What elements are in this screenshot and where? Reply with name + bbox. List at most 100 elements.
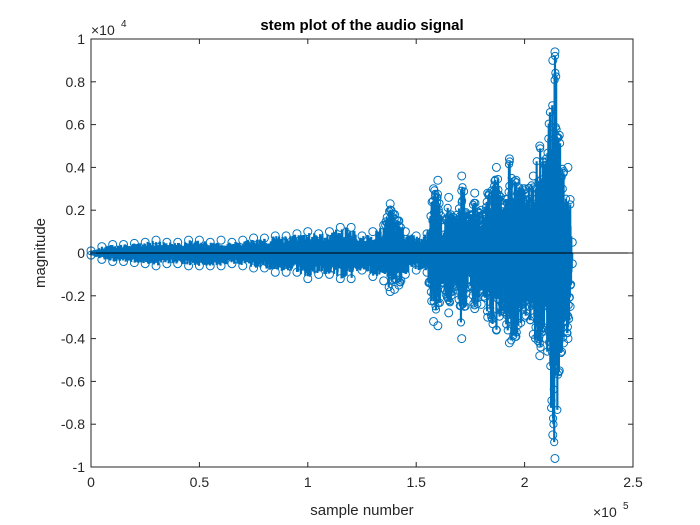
stem-marker xyxy=(563,334,573,344)
stem-marker xyxy=(538,324,547,333)
stem-marker xyxy=(551,68,560,77)
stem-marker xyxy=(119,239,129,249)
stem-marker xyxy=(459,296,468,305)
stem-marker xyxy=(270,231,280,241)
stem-marker xyxy=(500,308,509,317)
stem-marker xyxy=(140,259,150,269)
stem-marker xyxy=(565,293,574,302)
x-tick-label: 1 xyxy=(304,474,312,490)
stem-marker xyxy=(97,242,107,252)
stem-marker xyxy=(385,199,395,209)
stem-marker xyxy=(547,396,556,405)
y-tick-label: 1 xyxy=(77,31,85,47)
stem-marker xyxy=(357,265,367,275)
stem-marker xyxy=(422,267,432,277)
stem-marker xyxy=(548,123,557,132)
stem-marker xyxy=(335,274,345,284)
stem-marker xyxy=(504,187,513,197)
stem-marker xyxy=(566,200,575,209)
stem-marker xyxy=(546,342,555,352)
stems-group xyxy=(89,55,574,443)
stem-marker xyxy=(466,220,475,229)
stem-marker xyxy=(129,258,139,268)
stem-marker xyxy=(457,334,467,344)
stem-marker xyxy=(346,274,356,284)
stem-marker xyxy=(563,162,573,172)
stem-marker xyxy=(475,209,484,218)
stem-marker xyxy=(544,134,553,143)
stem-marker xyxy=(501,212,510,222)
stem-marker xyxy=(162,237,172,247)
stem-marker xyxy=(528,171,538,181)
stem-marker xyxy=(461,302,470,311)
stem-marker xyxy=(481,293,490,302)
stem-marker xyxy=(368,272,378,282)
x-tick-label: 2.5 xyxy=(623,474,643,490)
stem-marker xyxy=(529,300,539,310)
stem-marker xyxy=(357,231,367,241)
stem-marker xyxy=(557,173,566,182)
stem-marker xyxy=(437,222,447,232)
stem-marker xyxy=(470,188,480,198)
stem-marker xyxy=(346,222,356,232)
x-tick-label: 2 xyxy=(521,474,529,490)
stem-marker xyxy=(554,366,564,376)
stem-marker xyxy=(444,192,454,202)
stem-marker xyxy=(548,414,558,423)
y-tick-label: -0.8 xyxy=(61,416,85,432)
stem-marker xyxy=(541,154,551,164)
y-axis-label: magnitude xyxy=(32,218,49,288)
stem-marker xyxy=(557,347,567,356)
stem-marker xyxy=(227,237,237,247)
x-exponent-power: 5 xyxy=(623,501,629,512)
stem-marker xyxy=(394,280,404,290)
stem-marker xyxy=(216,235,226,245)
stem-marker xyxy=(528,329,538,339)
stem-marker xyxy=(553,405,562,414)
y-tick-label: 0.4 xyxy=(66,159,86,175)
stem-marker xyxy=(453,276,462,285)
stem-marker xyxy=(238,235,248,245)
stem-marker xyxy=(550,51,560,61)
stem-marker xyxy=(514,320,523,330)
stem-marker xyxy=(520,312,530,322)
stem-marker xyxy=(558,164,567,173)
stem-marker xyxy=(400,269,410,279)
stem-marker xyxy=(510,177,519,186)
stem-marker xyxy=(385,287,395,297)
stem-marker xyxy=(520,184,530,194)
stem-marker xyxy=(505,181,514,190)
stem-marker xyxy=(511,175,521,185)
y-tick-label: 0.6 xyxy=(66,117,86,133)
x-tick-label: 0.5 xyxy=(190,474,210,490)
stem-marker xyxy=(549,420,558,429)
stem-marker xyxy=(493,174,503,184)
stem-marker xyxy=(173,259,183,269)
stem-marker xyxy=(457,171,467,181)
stem-marker xyxy=(511,331,521,341)
stem-marker xyxy=(543,326,553,335)
stem-marker xyxy=(444,308,454,318)
stem-marker xyxy=(184,261,194,271)
stem-marker xyxy=(556,183,565,192)
stem-marker xyxy=(397,276,406,285)
stem-marker xyxy=(227,259,237,269)
stem-marker xyxy=(565,195,575,204)
stem-marker xyxy=(536,343,545,352)
stem-marker xyxy=(436,216,445,225)
stem-marker xyxy=(548,55,558,65)
markers-group xyxy=(86,47,577,463)
stem-marker xyxy=(528,203,537,213)
ticks-layer: 0 0.5 1 1.5 2 2.5 -1 -0.8 -0.6 -0.4 -0.2 0 0.2 0.4 0.6… xyxy=(61,31,643,490)
stem-marker xyxy=(498,302,508,311)
stem-marker xyxy=(538,327,547,336)
stem-marker xyxy=(530,299,539,309)
stem-marker xyxy=(205,261,215,271)
stem-marker xyxy=(511,309,520,318)
stem-marker xyxy=(390,209,400,219)
stem-marker xyxy=(119,257,129,267)
stem-marker xyxy=(483,286,492,296)
stem-marker xyxy=(525,194,534,203)
stem-marker xyxy=(140,237,150,247)
stem-marker xyxy=(498,298,507,307)
